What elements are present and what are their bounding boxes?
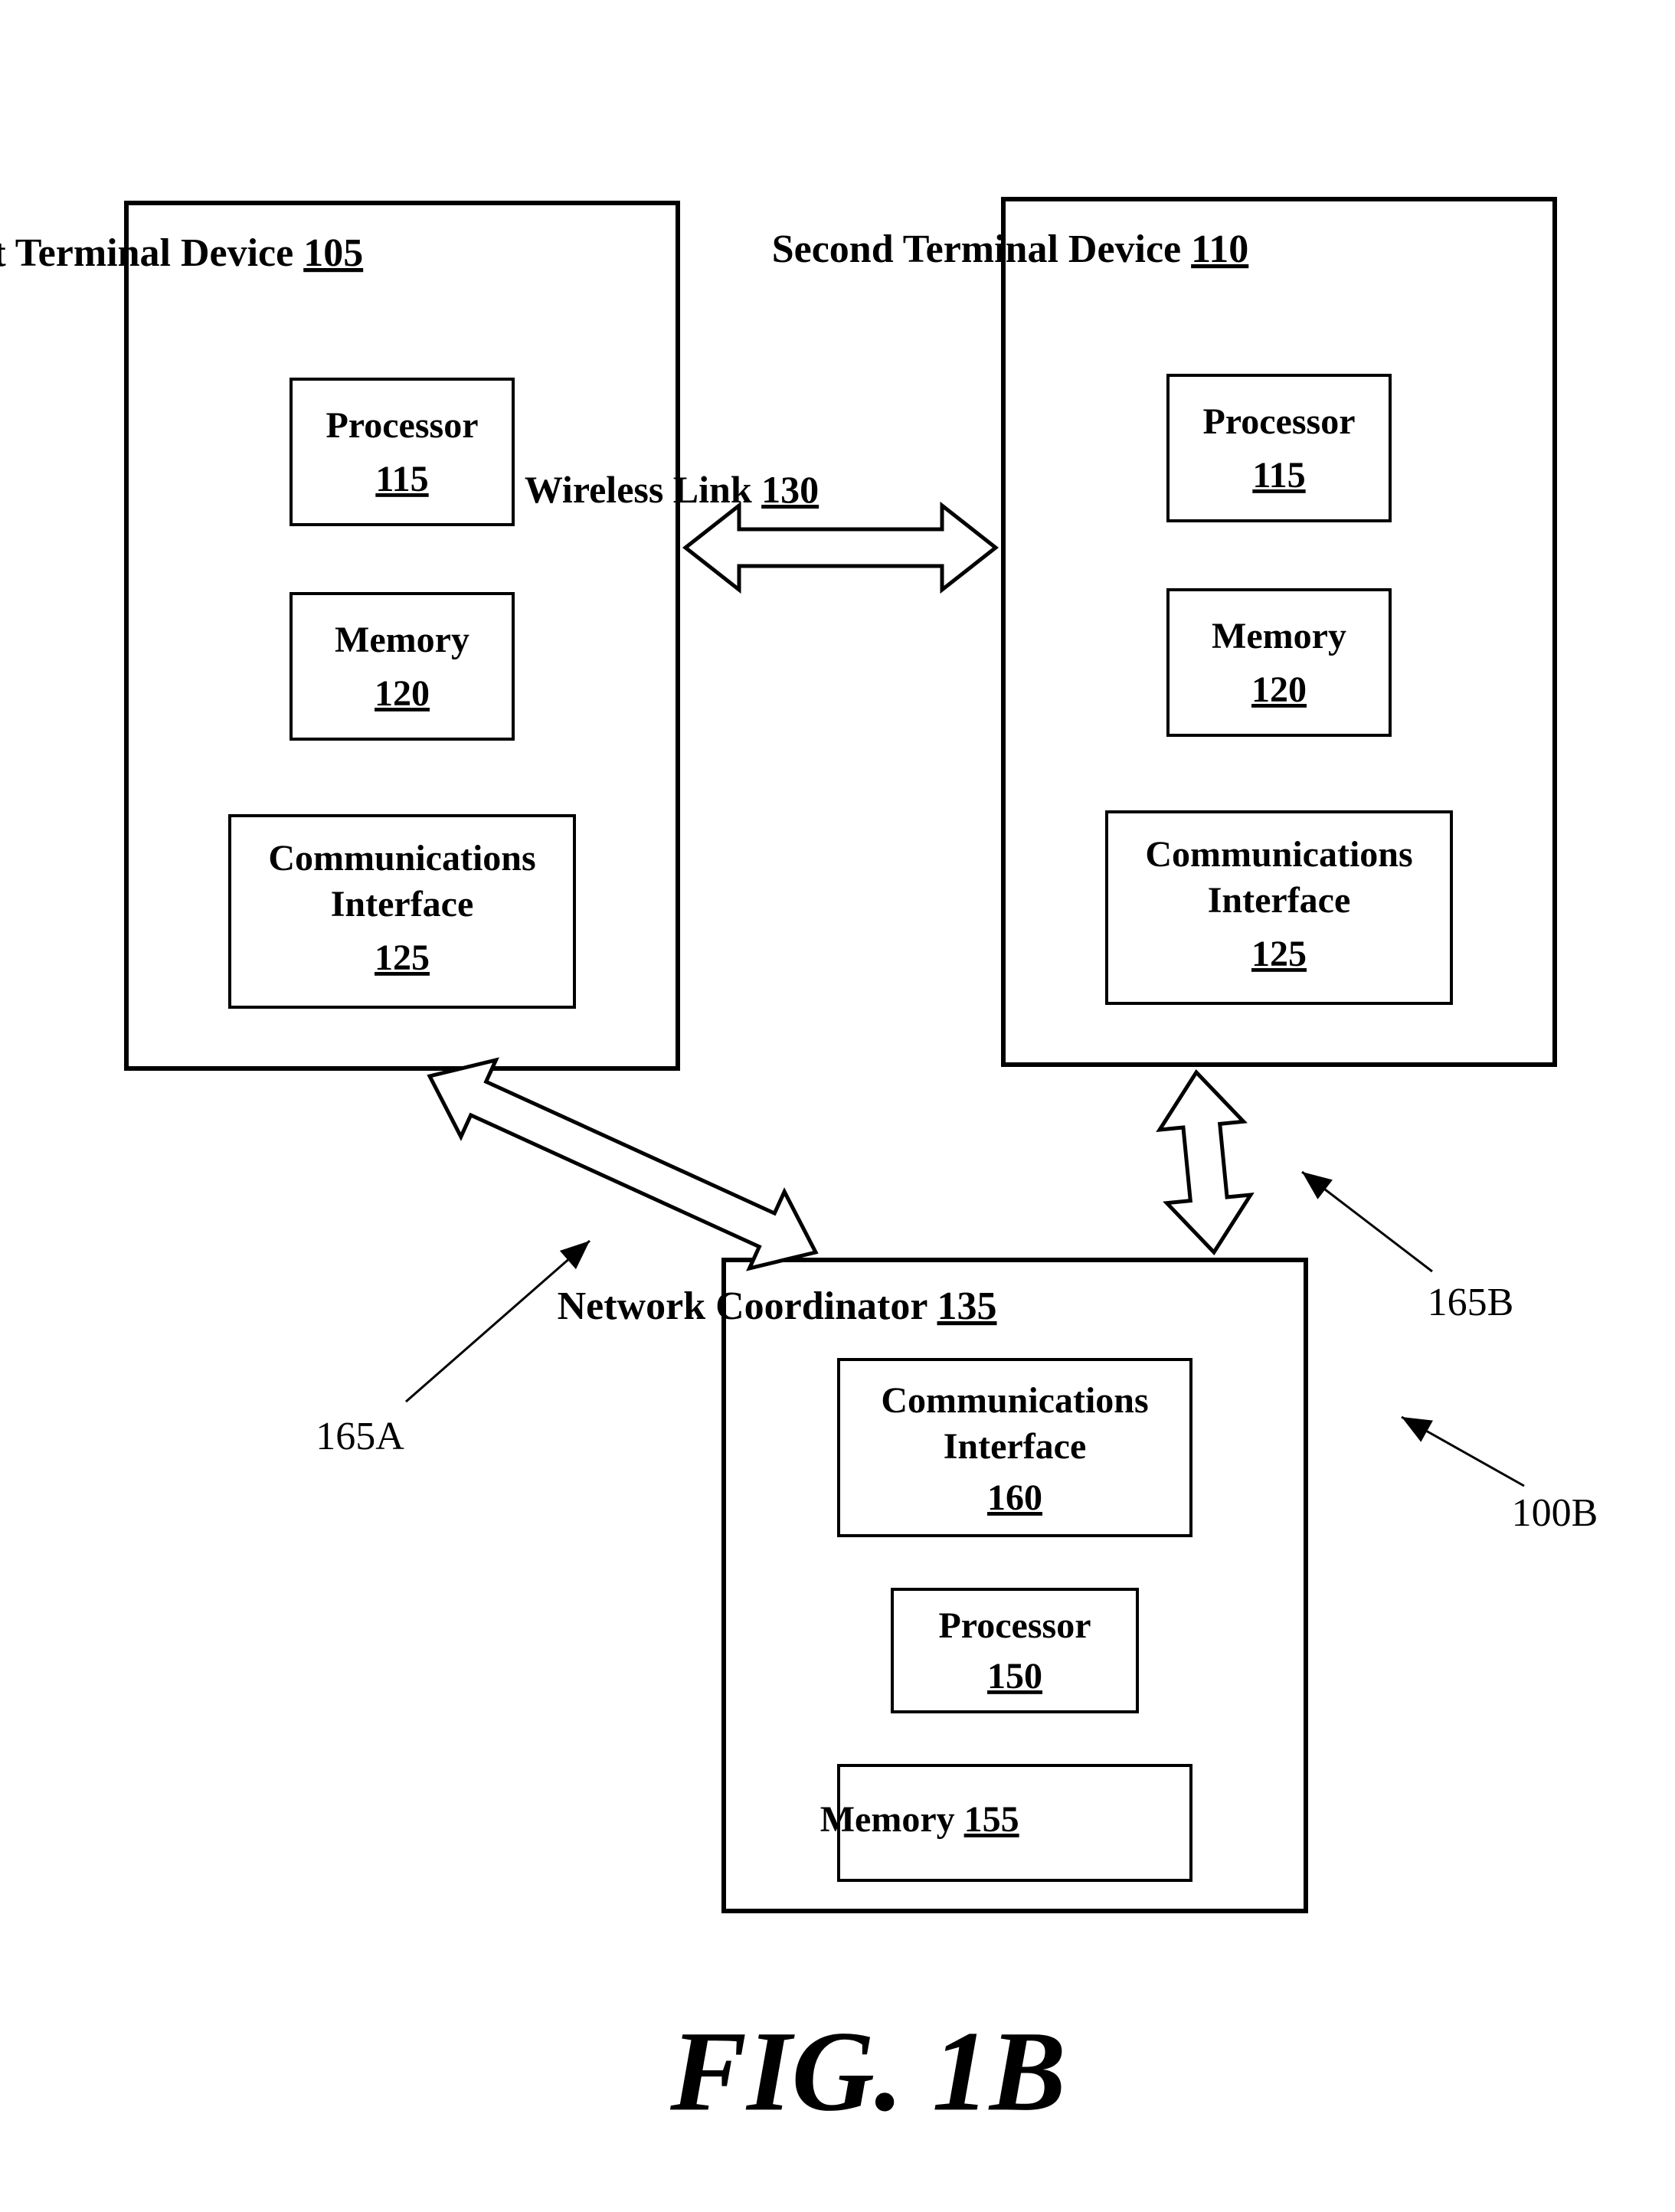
- text: Processor: [1202, 401, 1355, 442]
- text: 125: [1251, 934, 1307, 974]
- title: Memory 155: [820, 1799, 1019, 1840]
- text: 120: [1251, 669, 1307, 710]
- text: 115: [1252, 455, 1305, 496]
- double-arrow: [685, 506, 996, 590]
- text: Communications: [1145, 834, 1412, 875]
- lead-arrowhead: [1302, 1172, 1333, 1199]
- title: Wireless Link 130: [525, 468, 819, 511]
- text: 160: [987, 1477, 1042, 1518]
- text: Interface: [1208, 880, 1351, 921]
- text: Interface: [944, 1426, 1087, 1467]
- text: Interface: [331, 884, 474, 924]
- text: Communications: [881, 1380, 1148, 1421]
- text: 125: [375, 937, 430, 978]
- text: Processor: [938, 1605, 1091, 1646]
- callout-165a: 165A: [316, 1415, 404, 1458]
- title: Network Coordinator 135: [558, 1284, 997, 1328]
- text: Processor: [326, 405, 478, 446]
- callout-100b: 100B: [1512, 1491, 1598, 1535]
- text: Memory: [335, 620, 469, 660]
- double-arrow: [1160, 1072, 1251, 1252]
- figure-label: FIG. 1B: [669, 2007, 1066, 2135]
- callout-165b: 165B: [1428, 1281, 1514, 1324]
- double-arrow: [430, 1060, 816, 1268]
- text: Communications: [268, 838, 535, 879]
- lead-arrowhead: [1402, 1417, 1433, 1442]
- title: Second Terminal Device 110: [772, 227, 1249, 271]
- text: 120: [375, 673, 430, 714]
- lead-arrowhead: [560, 1241, 590, 1269]
- text: 115: [375, 459, 428, 499]
- text: 150: [987, 1656, 1042, 1697]
- title: First Terminal Device 105: [0, 231, 363, 275]
- text: Memory: [1212, 616, 1346, 656]
